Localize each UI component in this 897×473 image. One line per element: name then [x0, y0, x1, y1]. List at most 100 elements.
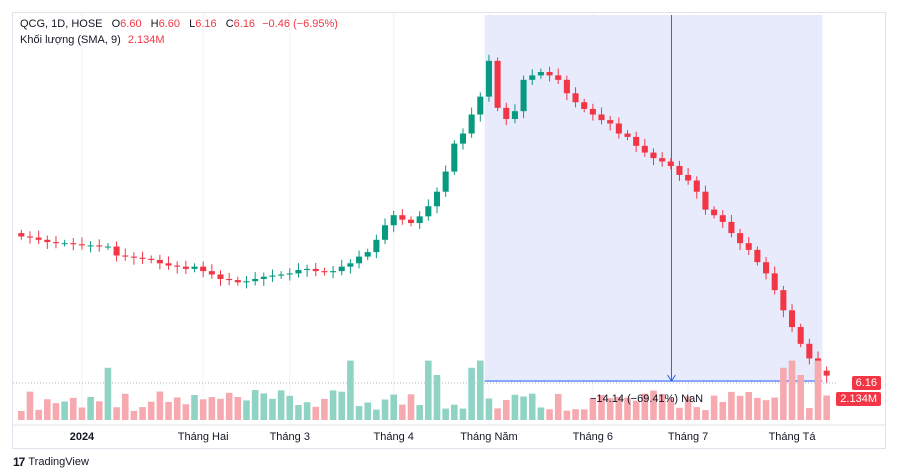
candle-body: [35, 237, 42, 240]
open-value: 6.60: [120, 18, 142, 30]
candle-body: [797, 327, 804, 344]
candle-body: [269, 275, 276, 277]
volume-bar: [407, 394, 415, 420]
candle-body: [113, 246, 120, 256]
volume-bar: [234, 396, 242, 420]
volume-bar: [121, 393, 129, 420]
candle-body: [433, 191, 441, 207]
candle-body: [96, 245, 103, 247]
volume-bar: [87, 396, 94, 420]
candle-body: [122, 255, 129, 257]
candle-body: [771, 273, 778, 291]
candle-body: [780, 290, 787, 311]
volume-bar: [78, 407, 86, 420]
candle-body: [719, 215, 726, 222]
tradingview-branding[interactable]: 17 TradingView: [13, 455, 89, 469]
candle-body: [451, 143, 458, 172]
volume-legend-value: 2.134M: [127, 34, 165, 46]
candle-body: [330, 271, 337, 273]
candle-body: [425, 206, 432, 217]
volume-bar: [485, 398, 493, 420]
candle-body: [745, 243, 752, 250]
volume-bar: [147, 401, 155, 420]
volume-bar: [754, 397, 761, 420]
volume-bar: [69, 397, 77, 420]
candle-body: [382, 225, 389, 240]
volume-bar: [338, 391, 346, 420]
candle-body: [182, 266, 189, 269]
candle-body: [520, 79, 527, 112]
volume-bar: [589, 398, 597, 420]
chart-canvas[interactable]: 2024 Tháng Hai Tháng 3 Tháng 4 Tháng Năm Thán…: [13, 13, 885, 448]
close-label: C: [225, 18, 234, 30]
candle-body: [763, 262, 770, 274]
candle-body: [702, 191, 709, 210]
volume-bar: [806, 408, 813, 420]
branding-label: TradingView: [28, 456, 89, 468]
candle-body: [581, 102, 588, 109]
volume-bar: [225, 392, 233, 420]
volume-bar: [459, 408, 467, 420]
volume-bar: [26, 391, 34, 420]
candle-body: [711, 209, 718, 216]
volume-bar: [425, 360, 432, 420]
candle-body: [685, 174, 692, 181]
high-value: 6.60: [158, 18, 181, 30]
candle-body: [226, 278, 233, 281]
volume-bar: [710, 395, 718, 420]
candle-body: [165, 263, 172, 266]
x-tick-label: Tháng Tá: [769, 431, 817, 443]
volume-bar: [667, 398, 675, 420]
volume-bar: [468, 367, 475, 420]
candle-body: [503, 107, 510, 119]
candle-body: [61, 243, 68, 245]
volume-bar: [156, 391, 164, 420]
candle-body: [356, 256, 363, 264]
candle-body: [87, 245, 94, 247]
volume-bar: [61, 401, 68, 420]
volume-bar: [52, 403, 60, 420]
volume-bar: [433, 375, 441, 420]
volume-bar: [35, 409, 42, 420]
volume-bar: [650, 390, 657, 420]
last-price-tag: 6.16: [851, 376, 881, 390]
volume-bar: [606, 398, 614, 420]
candle-body: [217, 274, 224, 279]
candle-body: [18, 233, 25, 237]
candle-body: [338, 266, 345, 272]
tradingview-logo-icon: 17: [13, 455, 25, 469]
volume-bar: [312, 406, 320, 420]
volume-bar: [208, 397, 216, 420]
volume-bar: [762, 400, 770, 420]
volume-bar: [814, 360, 822, 420]
volume-bar: [728, 391, 735, 420]
volume-label: Khối lượng (SMA, 9): [20, 34, 121, 46]
volume-bar: [736, 395, 744, 420]
candle-body: [607, 120, 614, 124]
volume-bar: [528, 393, 536, 420]
candle-body: [200, 266, 207, 272]
volume-bar: [823, 395, 830, 420]
volume-bar: [303, 402, 311, 420]
volume-bar: [658, 393, 666, 420]
volume-bar: [269, 398, 276, 420]
measure-result-label: −14.14 (−69.41%) NaN: [590, 393, 704, 405]
volume-bar: [745, 391, 753, 420]
candle-body: [321, 271, 328, 273]
volume-bar: [295, 405, 302, 420]
candle-body: [624, 133, 631, 137]
chart-frame[interactable]: 2024 Tháng Hai Tháng 3 Tháng 4 Tháng Năm Thán…: [12, 12, 886, 449]
candle-body: [667, 161, 674, 166]
volume-bar: [615, 396, 623, 420]
candle-body: [442, 171, 449, 192]
candle-body: [174, 265, 181, 267]
volume-legend: Khối lượng (SMA, 9) 2.134M: [20, 34, 165, 46]
candle-body: [148, 258, 155, 260]
volume-bar: [182, 404, 190, 420]
candle-body: [754, 249, 761, 263]
x-tick-label: Tháng Năm: [460, 431, 517, 443]
volume-bar: [684, 396, 692, 420]
candle-body: [659, 158, 666, 162]
candle-body: [399, 215, 406, 220]
volume-bar: [390, 394, 397, 420]
